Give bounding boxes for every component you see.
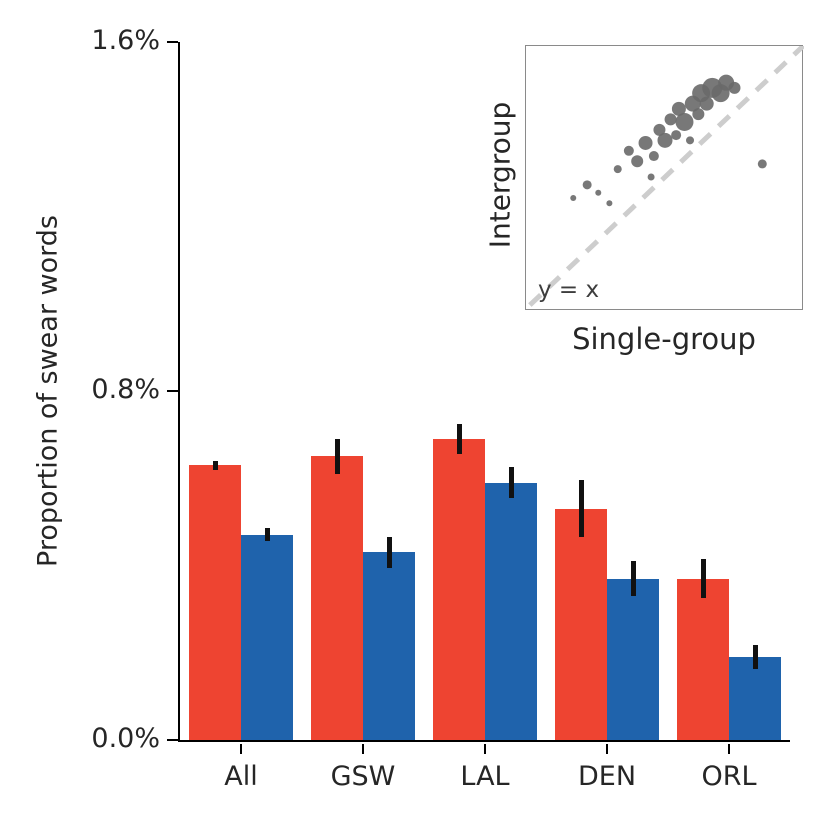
red-series-bar-DEN [555,508,607,740]
x-tick-mark [239,743,243,754]
scatter-point [664,113,677,126]
scatter-point [675,112,694,131]
scatter-point [671,130,682,141]
error-bar [578,480,584,538]
scatter-point [757,159,767,169]
error-bar [700,558,706,599]
error-bar [752,644,758,670]
x-tick-mark [727,743,731,754]
red-series-bar-All [189,465,241,740]
blue-series-bar-LAL [485,482,537,740]
x-tick-label-GSW: GSW [330,761,396,792]
scatter-point [623,145,634,156]
y-tick-label: 0.0% [91,723,160,754]
scatter-point [648,151,659,162]
error-bar [456,423,462,455]
error-bar [386,537,392,568]
blue-series-bar-DEN [607,578,659,740]
blue-series-bar-GSW [363,552,415,740]
inset-x-axis-label: Single-group [572,322,756,356]
scatter-point [653,123,666,136]
red-series-bar-GSW [311,456,363,740]
scatter-point [657,132,673,148]
scatter-point [606,200,613,207]
y-tick-label: 1.6% [91,25,160,56]
error-bar [630,561,636,597]
error-bar [508,467,514,498]
x-tick-label-LAL: LAL [460,761,510,792]
scatter-point [671,101,686,116]
error-bar [264,528,270,542]
inset-scatter-panel: y = x [525,45,804,310]
scatter-point [638,135,653,150]
scatter-point [728,81,741,94]
inset-scatter-plot [526,46,804,308]
scatter-point [692,108,705,121]
scatter-point [686,136,695,145]
scatter-point [595,189,602,196]
error-bar [212,460,218,470]
x-tick-label-DEN: DEN [577,761,637,792]
scatter-point [631,155,644,168]
x-tick-mark [361,743,365,754]
x-tick-label-All: All [224,761,258,792]
scatter-point [570,194,577,201]
plot-area: 0.0% 0.8% 1.6% All GSW LAL DEN ORL [91,25,790,792]
scatter-point [699,96,714,111]
scatter-point [613,165,622,174]
x-tick-mark [483,743,487,754]
blue-series-bar-All [241,534,293,740]
y-tick-label: 0.8% [91,374,160,405]
red-series-bar-LAL [433,439,485,740]
x-tick-label-ORL: ORL [701,761,757,792]
y-tick-mark [166,389,178,392]
scatter-point [647,173,655,181]
inset-y-axis-label: Intergroup [483,101,517,249]
blue-series-bar-ORL [729,657,781,740]
x-tick-mark [605,743,609,754]
scatter-point [582,180,592,190]
red-series-bar-ORL [677,578,729,740]
y-tick-mark [166,40,178,43]
identity-line [526,46,804,308]
error-bar [334,438,340,474]
y-tick-mark [166,738,178,741]
inset-annotation: y = x [538,277,600,303]
